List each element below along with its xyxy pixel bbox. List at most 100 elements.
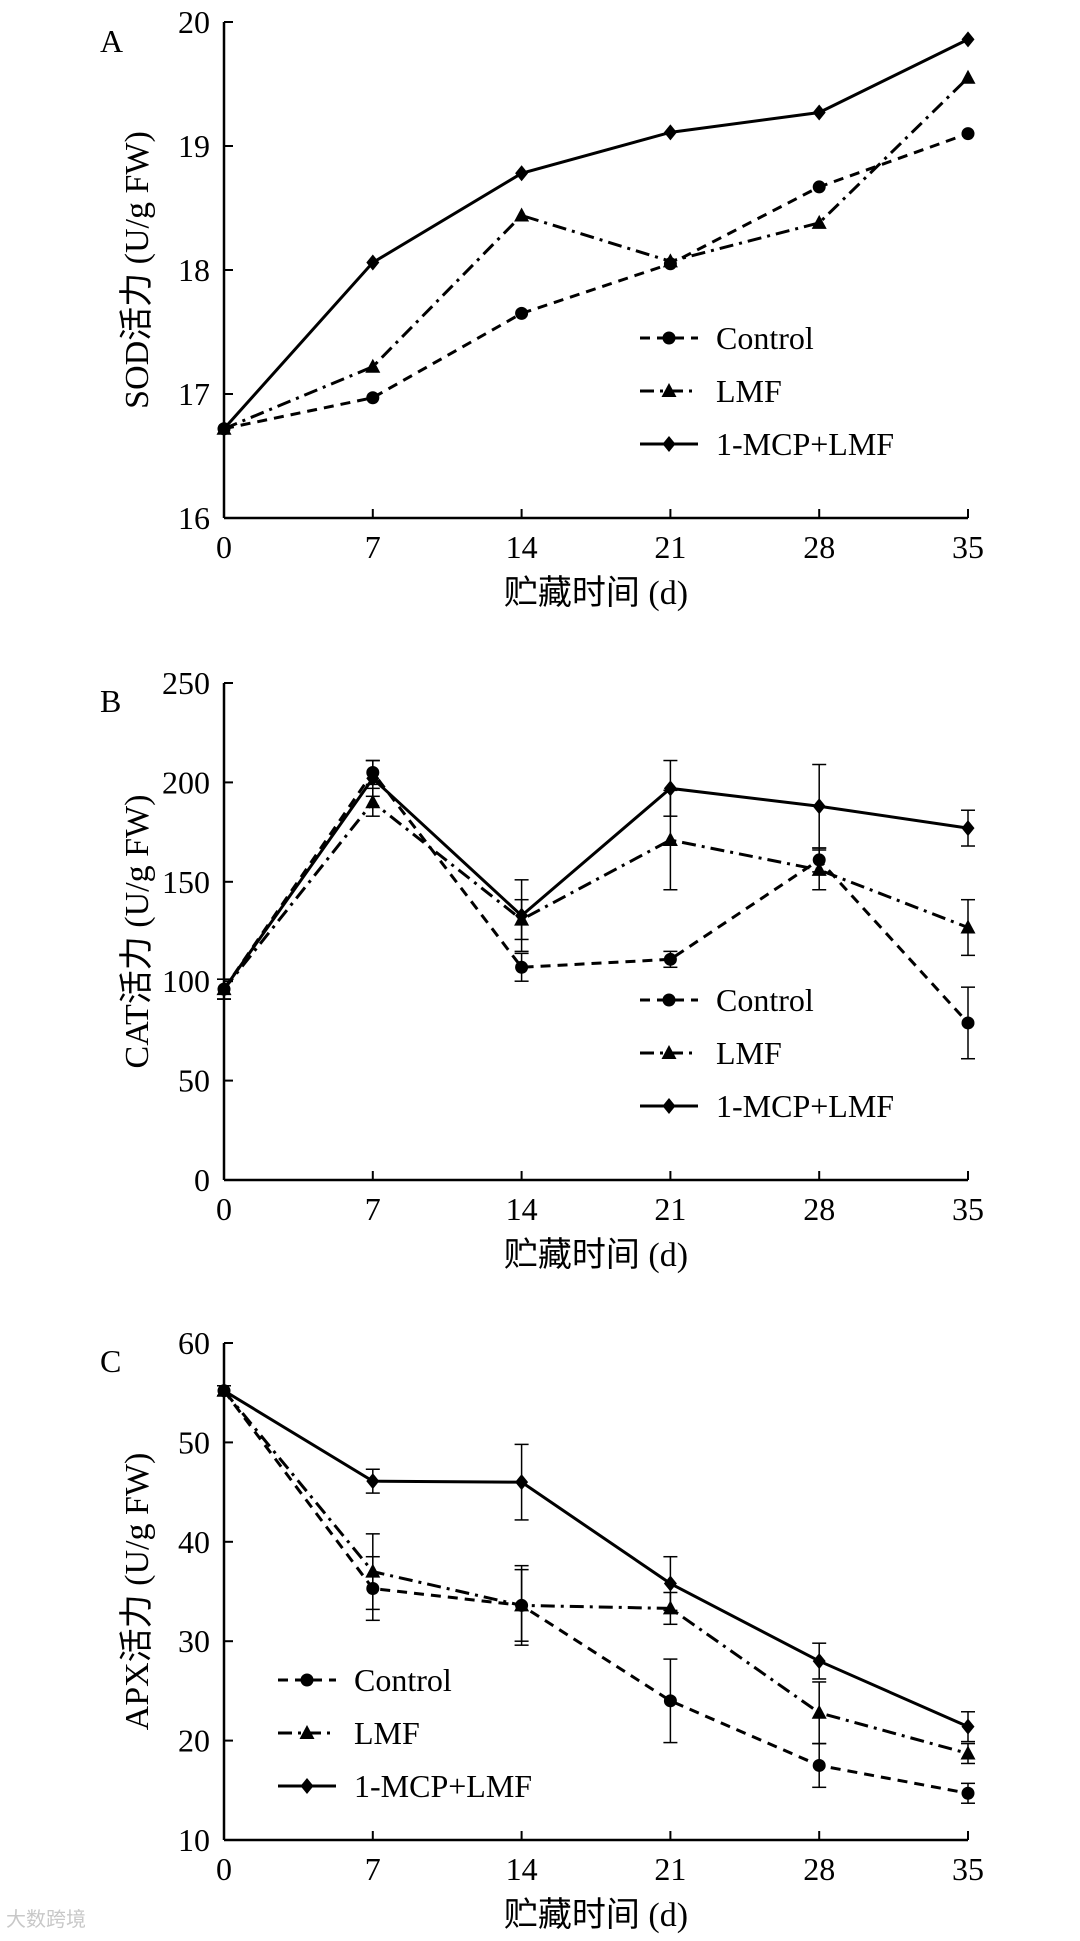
- y-tick-label: 20: [178, 4, 210, 40]
- data-point: [663, 124, 677, 141]
- data-point: [515, 1474, 529, 1491]
- data-point: [960, 919, 976, 934]
- legend: Control LMF 1-MCP+LMF: [278, 1662, 532, 1804]
- x-tick-label: 14: [506, 1191, 538, 1227]
- data-point: [217, 981, 231, 998]
- watermark: 大数跨境: [6, 1907, 86, 1931]
- legend-label: LMF: [716, 1035, 782, 1071]
- y-tick-label: 50: [178, 1424, 210, 1460]
- x-tick-label: 28: [803, 1851, 835, 1887]
- series-1-mcp-lmf: [217, 1382, 975, 1743]
- x-tick-label: 0: [216, 529, 232, 565]
- data-point: [961, 1718, 975, 1735]
- data-point: [662, 832, 678, 847]
- y-tick-label: 10: [178, 1822, 210, 1858]
- data-point: [663, 1694, 677, 1708]
- legend-marker: [662, 331, 676, 345]
- y-tick-label: 250: [162, 665, 210, 701]
- series-line: [222, 800, 969, 991]
- x-tick-label: 14: [506, 529, 538, 565]
- data-point: [365, 794, 381, 809]
- series-line: [222, 769, 970, 1024]
- data-point: [961, 127, 975, 141]
- legend: Control LMF 1-MCP+LMF: [640, 982, 894, 1124]
- data-point: [515, 306, 529, 320]
- legend-marker: [661, 383, 677, 397]
- data-point: [366, 1473, 380, 1490]
- y-tick-label: 100: [162, 963, 210, 999]
- legend-label: 1-MCP+LMF: [354, 1768, 532, 1804]
- x-tick-label: 35: [952, 1191, 984, 1227]
- series-lmf: [216, 1382, 976, 1765]
- series-line: [222, 38, 969, 430]
- x-tick-label: 21: [654, 1851, 686, 1887]
- legend-label: LMF: [716, 373, 782, 409]
- data-point: [514, 1597, 530, 1612]
- data-point: [960, 1745, 976, 1760]
- data-point: [365, 358, 381, 373]
- series-line: [223, 132, 969, 431]
- x-tick-label: 0: [216, 1191, 232, 1227]
- y-tick-label: 19: [178, 128, 210, 164]
- x-tick-label: 21: [654, 1191, 686, 1227]
- series-line: [222, 1389, 969, 1795]
- y-tick-label: 20: [178, 1723, 210, 1759]
- x-tick-label: 7: [365, 529, 381, 565]
- x-tick-label: 7: [365, 1851, 381, 1887]
- data-point: [366, 391, 380, 405]
- data-point: [515, 960, 529, 974]
- legend-marker: [300, 1673, 314, 1687]
- data-point: [811, 214, 827, 229]
- x-axis-label: 贮藏时间 (d): [504, 1236, 688, 1274]
- legend: Control LMF 1-MCP+LMF: [640, 320, 894, 462]
- data-point: [514, 207, 530, 222]
- legend-label: 1-MCP+LMF: [716, 1088, 894, 1124]
- panel-label: B: [100, 683, 121, 719]
- y-axis-label: APX活力 (U/g FW): [118, 1453, 156, 1731]
- data-point: [515, 907, 529, 924]
- y-tick-label: 30: [178, 1623, 210, 1659]
- data-point: [961, 31, 975, 48]
- y-tick-label: 150: [162, 864, 210, 900]
- series-1-mcp-lmf: [217, 31, 975, 437]
- x-axis-label: 贮藏时间 (d): [504, 1896, 688, 1934]
- data-point: [366, 254, 380, 271]
- x-tick-label: 14: [506, 1851, 538, 1887]
- y-tick-label: 16: [178, 500, 210, 536]
- data-point: [663, 1575, 677, 1592]
- panel-label: A: [100, 23, 123, 59]
- data-point: [812, 180, 826, 194]
- series-lmf: [216, 787, 976, 1000]
- y-tick-label: 60: [178, 1325, 210, 1361]
- legend-marker: [299, 1725, 315, 1739]
- data-point: [217, 420, 231, 437]
- data-point: [960, 69, 976, 84]
- series-1-mcp-lmf: [217, 759, 975, 1000]
- data-point: [961, 1786, 975, 1800]
- series-line: [223, 76, 970, 431]
- y-tick-label: 18: [178, 252, 210, 288]
- x-tick-label: 35: [952, 1851, 984, 1887]
- series-lmf: [216, 69, 976, 435]
- legend-label: 1-MCP+LMF: [716, 426, 894, 462]
- y-axis-label: CAT活力 (U/g FW): [118, 795, 156, 1069]
- data-point: [663, 952, 677, 966]
- legend-label: Control: [716, 320, 814, 356]
- data-point: [961, 820, 975, 837]
- series-line: [223, 1389, 969, 1729]
- y-tick-label: 17: [178, 376, 210, 412]
- data-point: [662, 253, 678, 268]
- x-tick-label: 7: [365, 1191, 381, 1227]
- x-tick-label: 0: [216, 1851, 232, 1887]
- legend-label: Control: [716, 982, 814, 1018]
- data-point: [663, 780, 677, 797]
- legend-marker: [661, 1045, 677, 1059]
- data-point: [365, 1563, 381, 1578]
- data-point: [366, 770, 380, 787]
- y-tick-label: 50: [178, 1063, 210, 1099]
- data-point: [217, 1382, 231, 1399]
- chart-panel-b: B 0 50 100 150 200 250 0 7 14 21 28 35 贮藏时间 (d) CAT活力 …: [100, 665, 984, 1274]
- data-point: [811, 1704, 827, 1719]
- y-tick-label: 200: [162, 764, 210, 800]
